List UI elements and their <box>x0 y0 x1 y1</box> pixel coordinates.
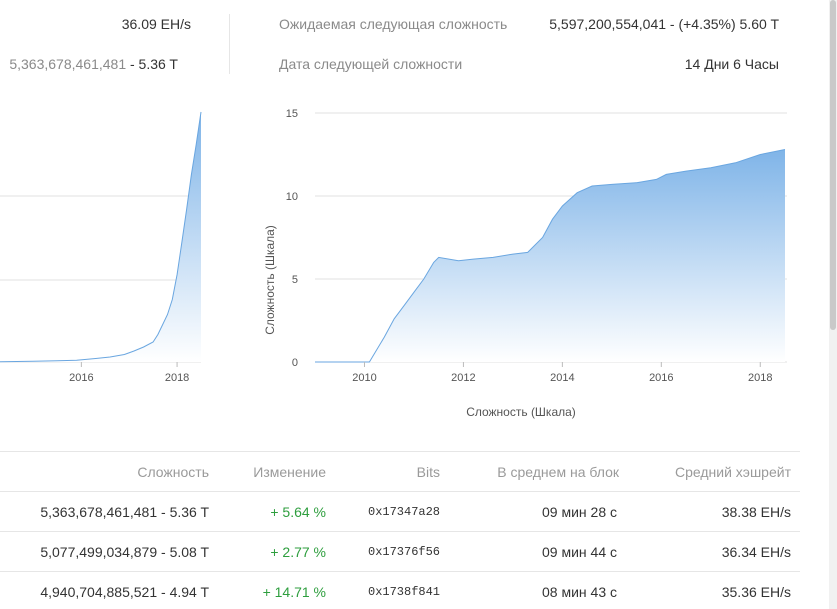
page-scrollbar[interactable] <box>829 0 837 609</box>
row-difficulty: 5,363,678,461,481 - 5.36 T <box>40 504 209 520</box>
y-tick-label: 5 <box>292 274 298 286</box>
header-difficulty: Сложность <box>137 464 209 480</box>
table-header: Сложность Изменение Bits В среднем на бл… <box>0 451 800 492</box>
difficulty-chart: 0 5 10 15 2010 2012 2014 2016 2018 Сложность (Шк… <box>263 108 787 419</box>
row-difficulty: 5,077,499,034,879 - 5.08 T <box>40 544 209 560</box>
y-tick-label: 15 <box>286 108 298 120</box>
header-avg-block: В среднем на блок <box>497 464 619 480</box>
header-avg-hashrate: Средний хэшрейт <box>675 464 791 480</box>
table-row[interactable]: 5,077,499,034,879 - 5.08 T + 2.77 % 0x17… <box>0 532 800 572</box>
x-tick-label: 2012 <box>451 372 475 384</box>
x-tick-label: 2016 <box>649 372 673 384</box>
row-change: + 5.64 % <box>270 504 326 520</box>
row-avg-block: 08 мин 43 с <box>542 584 617 600</box>
row-avg-hashrate: 38.38 EH/s <box>721 504 791 520</box>
next-difficulty-label: Ожидаемая следующая сложность <box>279 16 508 32</box>
x-tick-label: 2010 <box>352 372 376 384</box>
row-avg-block: 09 мин 44 с <box>542 544 617 560</box>
difficulty-full: 5,363,678,461,481 <box>9 56 127 72</box>
difficulty-value: 5,363,678,461,481 - 5.36 T <box>9 56 178 72</box>
row-avg-hashrate: 35.36 EH/s <box>721 584 791 600</box>
table-row[interactable]: 5,363,678,461,481 - 5.36 T + 5.64 % 0x17… <box>0 492 800 532</box>
row-avg-block: 09 мин 28 с <box>542 504 617 520</box>
scrollbar-thumb[interactable] <box>830 0 836 330</box>
next-date-value: 14 Дни 6 Часы <box>684 56 779 72</box>
hashrate-value: 36.09 EH/s <box>121 16 191 32</box>
header-change: Изменение <box>253 464 326 480</box>
row-bits: 0x1738f841 <box>368 585 441 599</box>
x-axis-label: Сложность (Шкала) <box>466 405 576 419</box>
hashrate-chart: 2016 2018 <box>0 111 202 384</box>
hashrate-line <box>0 111 202 363</box>
row-bits: 0x17347a28 <box>368 505 441 519</box>
row-avg-hashrate: 36.34 EH/s <box>721 544 791 560</box>
hashrate-area <box>0 112 201 362</box>
next-date-label: Дата следующей сложности <box>279 56 463 72</box>
row-change: + 14.71 % <box>262 584 326 600</box>
y-tick-label: 0 <box>292 357 298 369</box>
row-change: + 2.77 % <box>270 544 326 560</box>
x-tick-label: 2016 <box>69 372 93 384</box>
difficulty-table: Сложность Изменение Bits В среднем на бл… <box>0 451 800 609</box>
x-tick-label: 2018 <box>748 372 772 384</box>
row-difficulty: 4,940,704,885,521 - 4.94 T <box>40 584 209 600</box>
x-tick-label: 2018 <box>165 372 189 384</box>
y-axis-label: Сложность (Шкала) <box>263 225 277 335</box>
difficulty-short: - 5.36 T <box>126 56 178 72</box>
y-tick-label: 10 <box>286 191 298 203</box>
stats-divider <box>229 14 230 74</box>
table-row[interactable]: 4,940,704,885,521 - 4.94 T + 14.71 % 0x1… <box>0 572 800 609</box>
row-bits: 0x17376f56 <box>368 545 441 559</box>
next-difficulty-value: 5,597,200,554,041 - (+4.35%) 5.60 T <box>549 16 779 32</box>
x-tick-label: 2014 <box>550 372 574 384</box>
header-bits: Bits <box>416 464 440 480</box>
difficulty-area <box>315 149 785 362</box>
difficulty-line <box>315 149 786 363</box>
